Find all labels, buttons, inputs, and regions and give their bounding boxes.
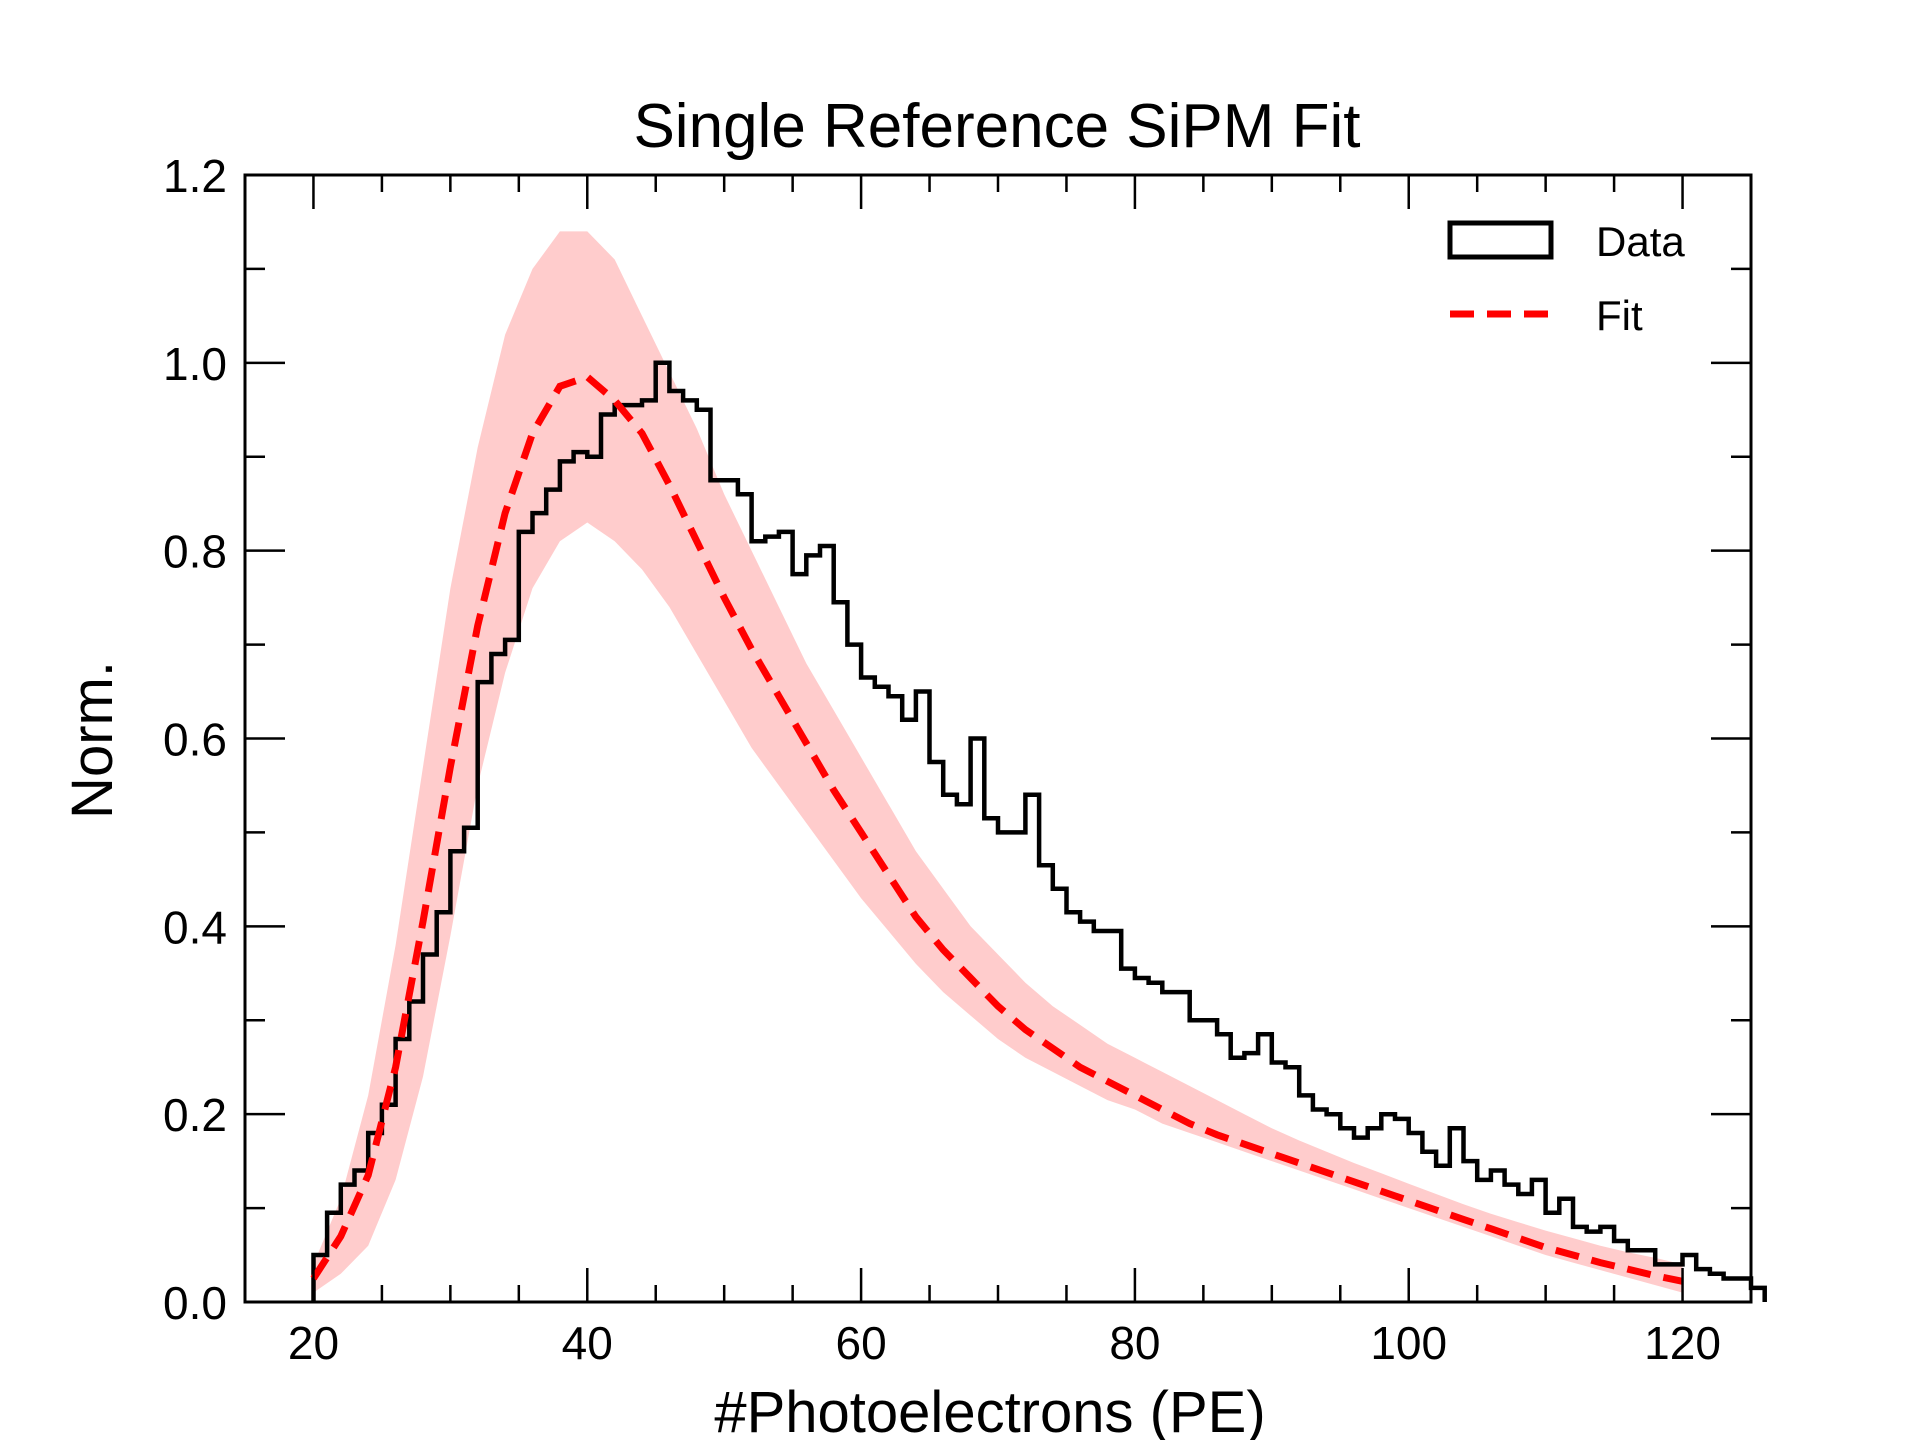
- fit-line: [310, 372, 1684, 1285]
- y-axis-label: Norm.: [60, 661, 125, 819]
- x-tick-label: 60: [836, 1317, 887, 1369]
- axis-ticks: 20 40 60 80 100 120 0.0 0.2 0.4 0.6 0.8 1.0 1.2: [163, 150, 1753, 1369]
- x-tick-label: 20: [288, 1317, 339, 1369]
- chart-title: Single Reference SiPM Fit: [633, 92, 1360, 161]
- y-tick-label: 0.8: [163, 526, 227, 578]
- y-tick-label: 0.6: [163, 714, 227, 766]
- plot-area: [310, 231, 1767, 1302]
- fit-uncertainty-band: [313, 231, 1683, 1293]
- legend-fit-label: Fit: [1596, 292, 1643, 339]
- axes-frame: [243, 173, 1753, 1304]
- x-tick-label: 40: [562, 1317, 613, 1369]
- data-histogram: [311, 360, 1767, 1302]
- x-tick-label: 120: [1644, 1317, 1721, 1369]
- x-tick-label: 80: [1109, 1317, 1160, 1369]
- y-tick-label: 1.2: [163, 150, 227, 202]
- y-tick-label: 0.2: [163, 1089, 227, 1141]
- y-tick-label: 1.0: [163, 338, 227, 390]
- legend-data-label: Data: [1596, 218, 1685, 265]
- x-tick-label: 100: [1370, 1317, 1447, 1369]
- legend-data-swatch: [1447, 220, 1554, 260]
- x-axis-label: #Photoelectrons (PE): [714, 1380, 1265, 1440]
- legend: Data Fit: [1447, 218, 1685, 339]
- y-tick-label: 0.4: [163, 901, 227, 953]
- y-tick-label: 0.0: [163, 1277, 227, 1329]
